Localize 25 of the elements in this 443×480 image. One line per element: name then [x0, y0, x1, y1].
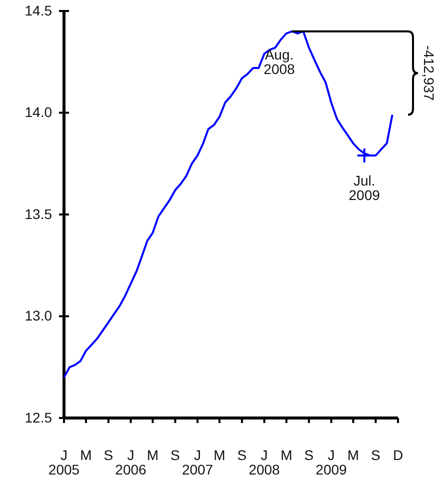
x-tick-label: S: [104, 447, 114, 463]
y-tick-label: 12.5: [24, 409, 52, 426]
x-tick-label: S: [304, 447, 314, 463]
x-tick-label: J 2005: [48, 447, 80, 478]
x-tick-label: S: [237, 447, 247, 463]
x-tick-label: M: [80, 447, 92, 463]
x-tick-label: D: [392, 447, 404, 463]
x-tick-label: J 2008: [248, 447, 280, 478]
annotation: Jul. 2009: [348, 172, 380, 204]
x-tick-label: S: [371, 447, 380, 463]
x-tick-label: J 2009: [316, 447, 348, 478]
y-tick-label: 14.5: [24, 2, 52, 18]
x-tick-label: M: [280, 447, 292, 463]
x-tick-label: M: [347, 447, 360, 463]
annotation: Aug. 2008: [264, 46, 296, 78]
x-tick-label: S: [170, 447, 180, 463]
x-tick-label: M: [146, 447, 159, 463]
x-tick-label: J 2007: [182, 447, 214, 478]
line-series: [63, 30, 394, 378]
y-tick-label: 13.0: [24, 308, 52, 324]
x-tick-label: J 2006: [115, 447, 147, 478]
y-tick-label: 13.5: [24, 206, 52, 222]
text: -412,937: [421, 45, 437, 101]
x-tick-label: M: [214, 447, 226, 463]
y-tick-label: 14.0: [24, 104, 52, 120]
